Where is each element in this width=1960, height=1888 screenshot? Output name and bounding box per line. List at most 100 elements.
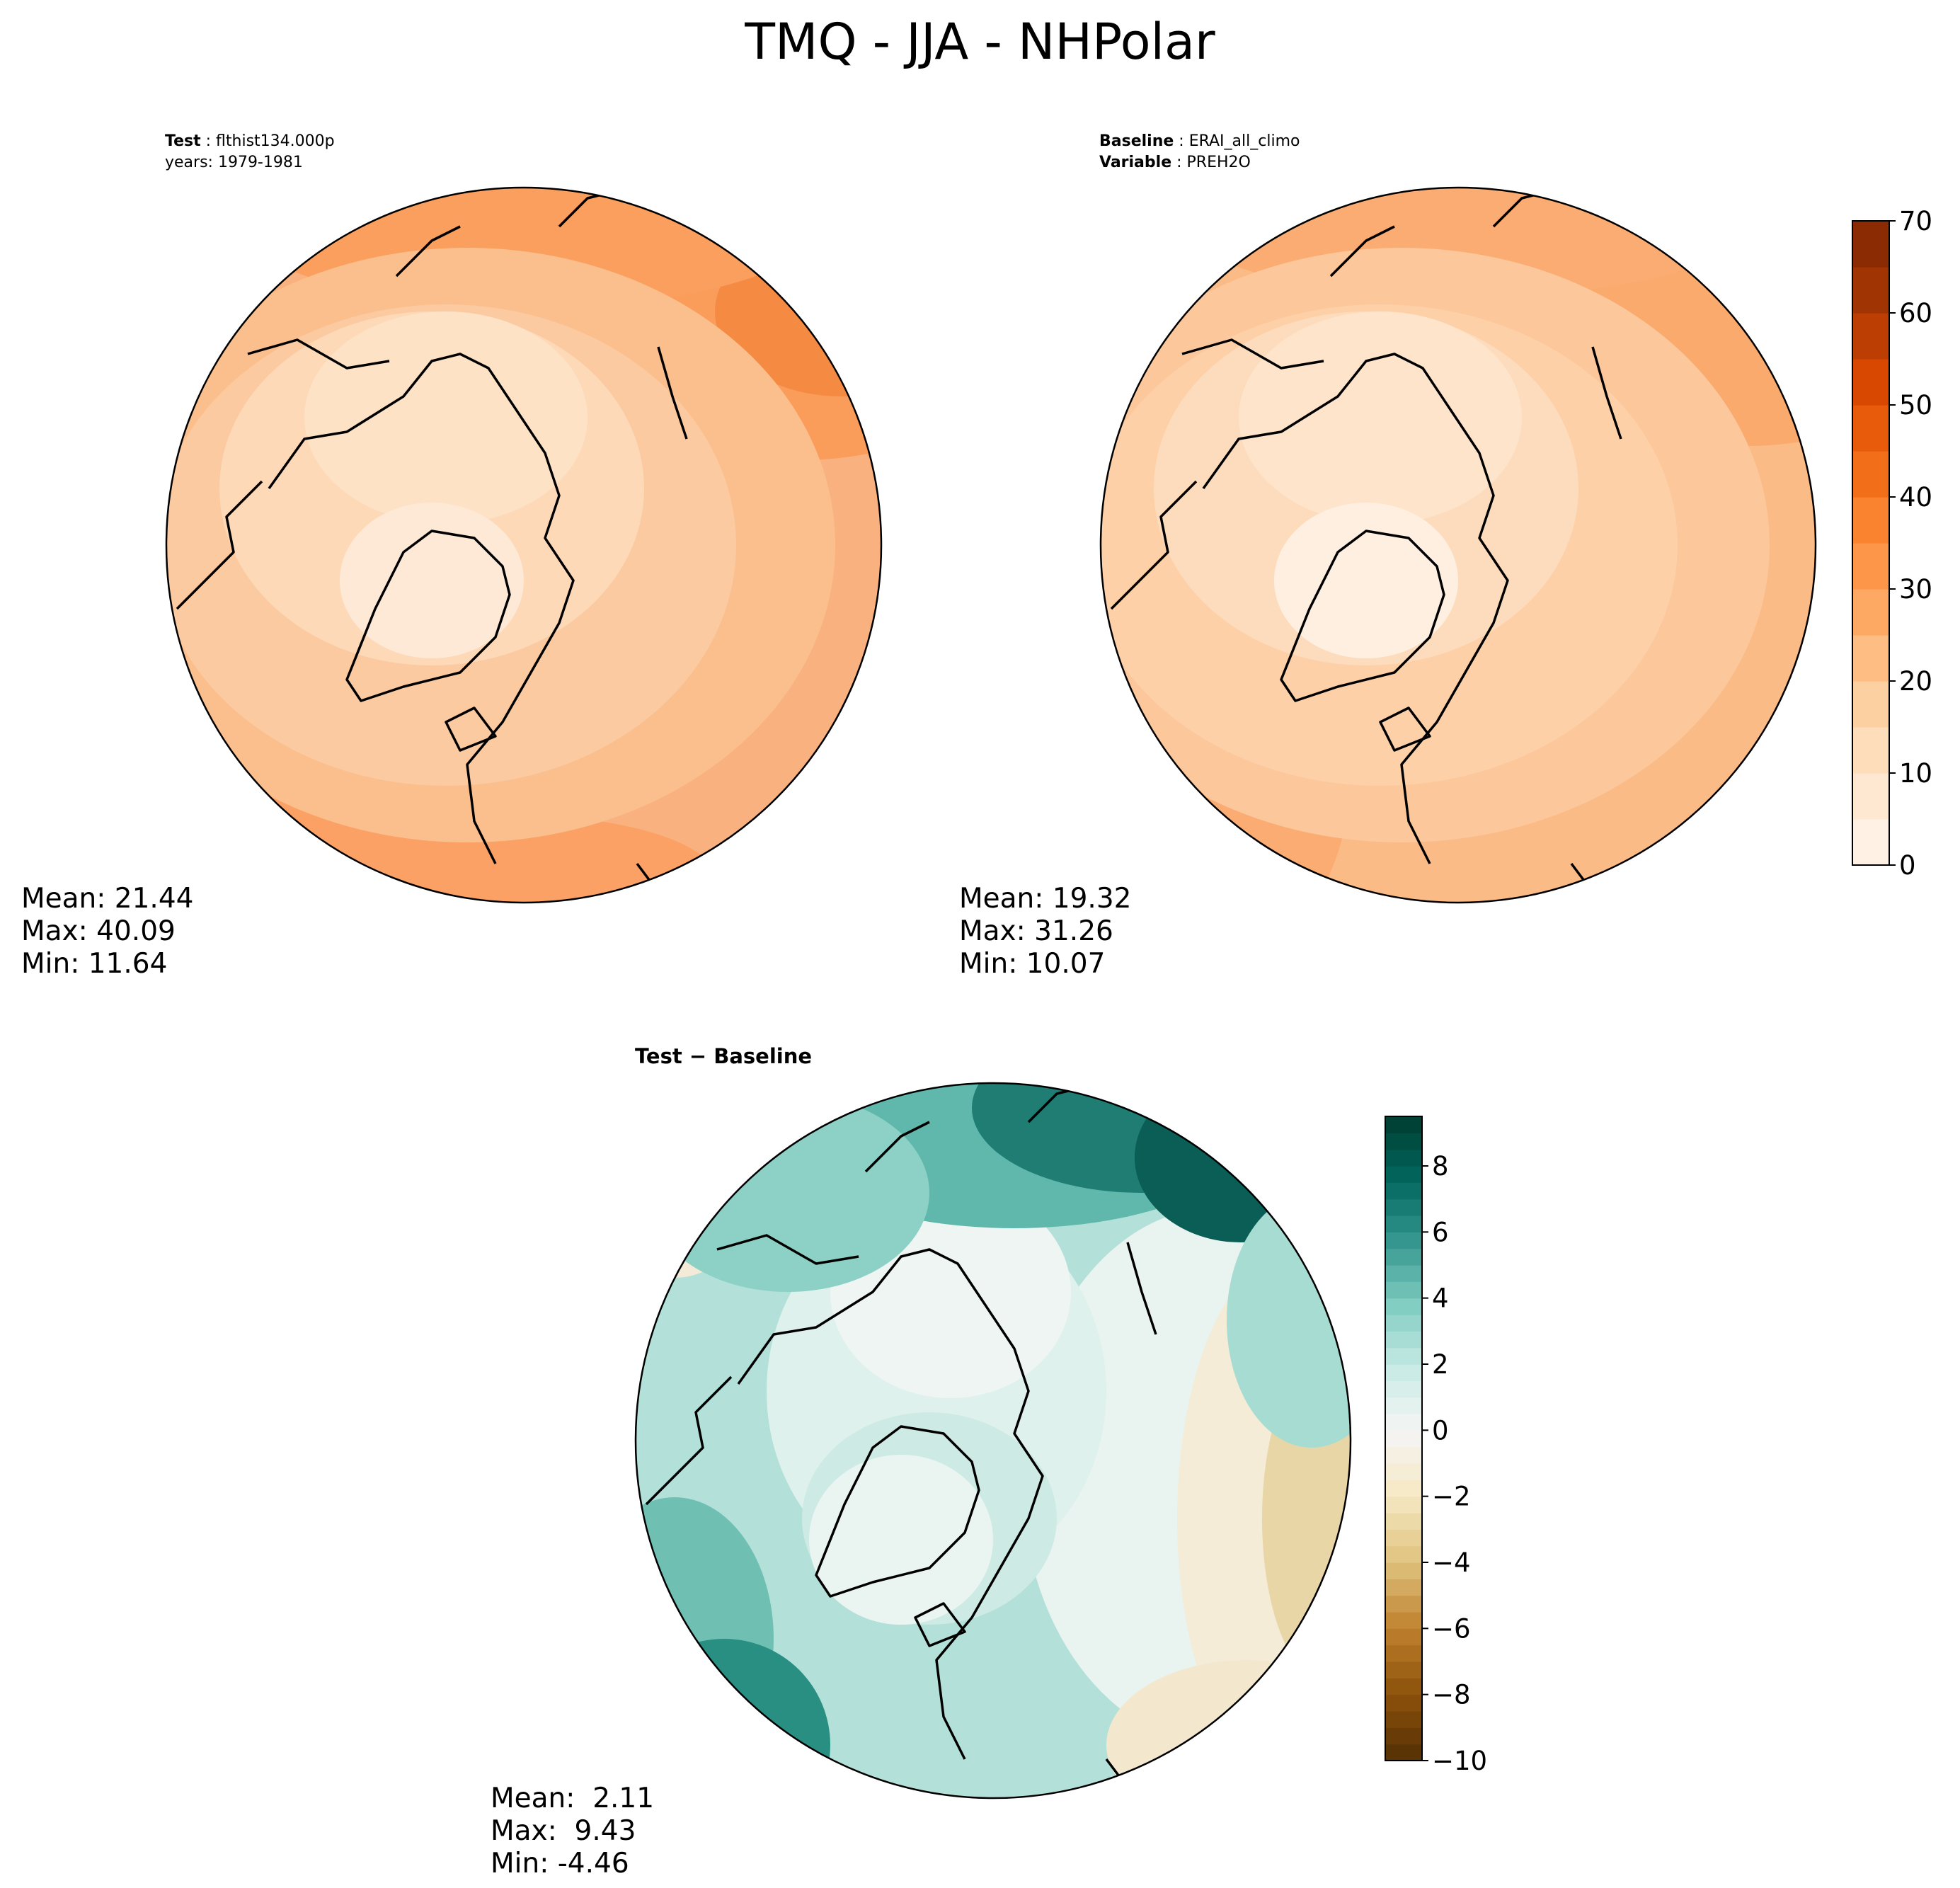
- abs-colorbar-tick-label: 10: [1899, 758, 1932, 789]
- baseline-min: Min: 10.07: [959, 948, 1106, 980]
- diff-colorbar-level: [1385, 1694, 1422, 1712]
- diff-colorbar-level: [1385, 1265, 1422, 1282]
- diff-colorbar-level: [1385, 1380, 1422, 1398]
- test-mean: Mean: 21.44: [21, 883, 194, 915]
- abs-colorbar-level: [1852, 405, 1889, 452]
- diff-colorbar-level: [1385, 1248, 1422, 1266]
- diff-colorbar-level: [1385, 1644, 1422, 1662]
- diff-colorbar-level: [1385, 1496, 1422, 1514]
- diff-colorbar-level: [1385, 1347, 1422, 1365]
- diff-colorbar-tick-label: −2: [1432, 1482, 1471, 1512]
- test-label-key: Test: [165, 132, 201, 150]
- diff-colorbar-frame: [1385, 1116, 1423, 1761]
- diff-colorbar-tick-label: 4: [1432, 1283, 1449, 1314]
- diff-title-operator: −: [682, 1044, 714, 1068]
- diff-colorbar-level: [1385, 1414, 1422, 1431]
- diff-colorbar-tick-label: −4: [1432, 1547, 1471, 1578]
- test-panel-header: Test : flthist134.000p years: 1979-1981: [165, 131, 335, 173]
- diff-colorbar-tick-label: 2: [1432, 1349, 1449, 1380]
- abs-colorbar-level: [1852, 543, 1889, 590]
- diff-colorbar-level: [1385, 1545, 1422, 1563]
- abs-colorbar-level: [1852, 451, 1889, 498]
- diff-stats: Mean: 2.11 Max: 9.43 Min: -4.46: [491, 1783, 654, 1880]
- abs-colorbar-tick-label: 70: [1899, 206, 1932, 236]
- baseline-label-line: Baseline : ERAI_all_climo: [1099, 132, 1300, 150]
- baseline-mean: Mean: 19.32: [959, 883, 1132, 915]
- diff-title-test: Test: [635, 1044, 682, 1068]
- diff-colorbar-level: [1385, 1513, 1422, 1530]
- diff-colorbar-level: [1385, 1215, 1422, 1232]
- baseline-map-boundary: [1099, 186, 1817, 904]
- diff-panel-title: Test − Baseline: [635, 1044, 812, 1068]
- diff-max: Max: 9.43: [491, 1815, 636, 1847]
- test-label-line: Test : flthist134.000p: [165, 132, 335, 150]
- figure-title: TMQ - JJA - NHPolar: [745, 13, 1215, 71]
- test-map-fill: [166, 188, 881, 903]
- abs-colorbar-tick-label: 60: [1899, 298, 1932, 328]
- diff-colorbar-level: [1385, 1595, 1422, 1613]
- diff-colorbar-level: [1385, 1397, 1422, 1414]
- baseline-variable-value: PREH2O: [1186, 154, 1251, 171]
- abs-colorbar-level: [1852, 635, 1889, 682]
- abs-colorbar-tick-label: 40: [1899, 482, 1932, 513]
- abs-colorbar-level: [1852, 313, 1889, 360]
- diff-colorbar-ticks: −10 −8 −6 −4 −2 0 2 4 6 8: [1422, 1151, 1487, 1776]
- diff-colorbar-level: [1385, 1711, 1422, 1728]
- baseline-max: Max: 31.26: [959, 915, 1113, 947]
- diff-colorbar-level: [1385, 1463, 1422, 1480]
- abs-colorbar-tick-label: 50: [1899, 390, 1932, 420]
- diff-title-baseline: Baseline: [713, 1044, 813, 1068]
- abs-colorbar-level: [1852, 497, 1889, 544]
- diff-colorbar-tick-label: −6: [1432, 1613, 1471, 1644]
- diff-colorbar-level: [1385, 1182, 1422, 1200]
- diff-colorbar-level: [1385, 1562, 1422, 1579]
- diff-colorbar-level: [1385, 1298, 1422, 1315]
- baseline-stats: Mean: 19.32 Max: 31.26 Min: 10.07: [959, 883, 1131, 980]
- abs-colorbar-level: [1852, 773, 1889, 820]
- diff-colorbar-level: [1385, 1198, 1422, 1216]
- diff-colorbar-level: [1385, 1281, 1422, 1299]
- abs-colorbar-level: [1852, 267, 1889, 314]
- diff-colorbar-level: [1385, 1579, 1422, 1596]
- test-max: Max: 40.09: [21, 915, 176, 947]
- diff-colorbar-level: [1385, 1133, 1422, 1150]
- test-min: Min: 11.64: [21, 948, 168, 980]
- diff-colorbar-level: [1385, 1529, 1422, 1547]
- diff-colorbar-level: [1385, 1315, 1422, 1332]
- abs-colorbar-ticks: 0 10 20 30 40 50 60 70: [1889, 206, 1932, 881]
- abs-colorbar-frame: [1852, 220, 1890, 866]
- diff-colorbar-level: [1385, 1331, 1422, 1349]
- diff-polar-map: [634, 1082, 1352, 1800]
- diff-colorbar-level: [1385, 1661, 1422, 1678]
- diff-colorbar-level: [1385, 1678, 1422, 1695]
- diff-colorbar-tick-label: 8: [1432, 1151, 1449, 1182]
- diff-colorbar-level: [1385, 1166, 1422, 1183]
- baseline-panel-header: Baseline : ERAI_all_climo Variable : PRE…: [1099, 131, 1300, 173]
- diff-colorbar-level: [1385, 1364, 1422, 1381]
- baseline-variable-key: Variable: [1099, 154, 1172, 171]
- baseline-label-value: ERAI_all_climo: [1188, 132, 1300, 150]
- test-label-value: flthist134.000p: [216, 132, 335, 150]
- baseline-variable-line: Variable : PREH2O: [1099, 154, 1251, 171]
- test-stats: Mean: 21.44 Max: 40.09 Min: 11.64: [21, 883, 193, 980]
- diff-colorbar-tick-label: −8: [1432, 1680, 1471, 1710]
- diff-colorbar-tick-label: −10: [1432, 1746, 1487, 1776]
- diff-colorbar-level: [1385, 1612, 1422, 1629]
- diff-colorbar-level: [1385, 1480, 1422, 1497]
- diff-colorbar-level: [1385, 1149, 1422, 1167]
- abs-colorbar-tick-label: 0: [1899, 850, 1916, 881]
- abs-colorbar-tick-label: 20: [1899, 666, 1932, 697]
- test-map-boundary: [165, 186, 883, 904]
- baseline-polar-map: [1099, 186, 1817, 904]
- abs-colorbar-level: [1852, 727, 1889, 774]
- abs-colorbar-cells: [1852, 221, 1889, 866]
- diff-colorbar: −10 −8 −6 −4 −2 0 2 4 6 8: [1385, 1116, 1487, 1776]
- diff-colorbar-level: [1385, 1744, 1422, 1761]
- diff-colorbar-level: [1385, 1446, 1422, 1464]
- test-years-line: years: 1979-1981: [165, 154, 303, 171]
- abs-colorbar-level: [1852, 221, 1889, 268]
- baseline-label-key: Baseline: [1099, 132, 1174, 150]
- abs-colorbar-level: [1852, 589, 1889, 636]
- diff-colorbar-level: [1385, 1116, 1422, 1133]
- test-polar-map: [165, 186, 883, 904]
